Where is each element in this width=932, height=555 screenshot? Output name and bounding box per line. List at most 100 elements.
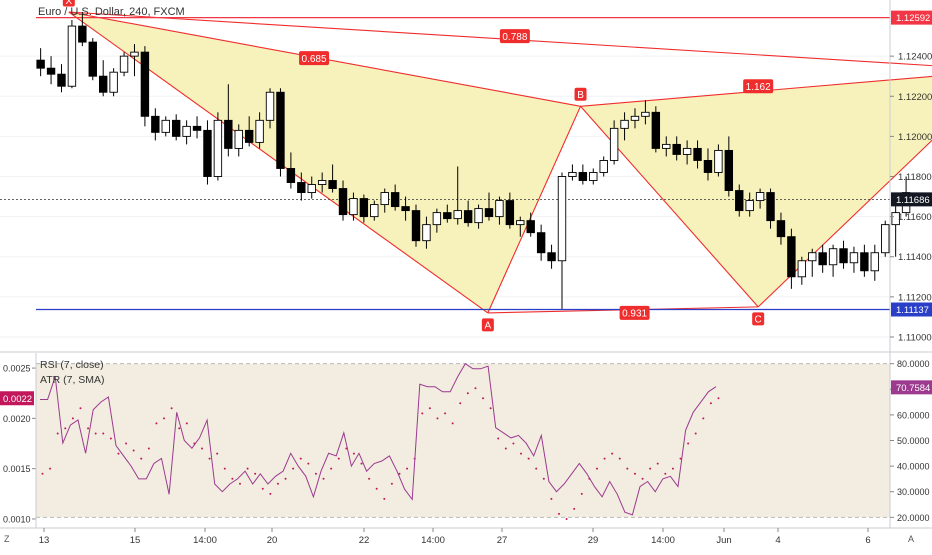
candle [808, 248, 817, 277]
candle-body [276, 91, 285, 169]
candle [609, 120, 619, 165]
zoom-reset-icon[interactable]: Z [4, 534, 10, 544]
atr-point [398, 472, 401, 475]
candle-body [870, 252, 880, 272]
pattern-point-b[interactable]: B [574, 87, 587, 101]
candle-body [724, 149, 734, 191]
candle [557, 172, 567, 309]
candle-body [265, 91, 275, 121]
pattern-point-a[interactable]: A [481, 318, 494, 332]
rsi-tick-label: 40.0000 [897, 462, 930, 472]
candle [443, 204, 452, 223]
atr-point [466, 392, 469, 395]
chart-title: Euro / U.S. Dollar, 240, FXCM [38, 6, 185, 18]
time-axis[interactable]: 13 15 14:00 20 22 14:00 27 29 14:00 Jun 4 6 [39, 528, 871, 546]
candle-body [881, 224, 890, 254]
ratio-label[interactable]: 0.788 [499, 29, 530, 44]
time-tick-label: 4 [775, 535, 780, 546]
pattern-point-label: B [577, 90, 584, 101]
atr-point [109, 437, 112, 440]
candle [338, 180, 348, 221]
price-tick-label: 1.12200 [898, 92, 932, 103]
atr-point [702, 417, 705, 420]
price-axis[interactable]: 1.12400 1.12200 1.12000 1.11800 1.11600 1.114… [890, 10, 932, 344]
atr-point [535, 467, 538, 470]
candle [234, 124, 243, 157]
time-tick-label: 14:00 [651, 535, 675, 546]
ratio-badge[interactable] [499, 29, 530, 44]
pattern-point-badge[interactable] [481, 318, 494, 332]
leg-xd[interactable] [68, 11, 932, 70]
atr-point [459, 402, 462, 405]
candle-body [130, 51, 139, 57]
atr-point [79, 407, 82, 410]
atr-point [641, 477, 644, 480]
pattern-point-badge[interactable] [62, 0, 75, 7]
auto-scale-icon[interactable]: A [908, 534, 914, 544]
atr-point [56, 432, 59, 435]
leg-bd[interactable] [580, 70, 932, 107]
candle-body [693, 147, 702, 161]
candle [349, 192, 358, 221]
pattern-point-badge[interactable] [574, 87, 587, 101]
current-price-tag[interactable]: 1.11686 [891, 192, 932, 207]
resistance-price-tag[interactable]: 1.12592 [891, 10, 932, 25]
pattern-triangle-bcd[interactable] [580, 70, 932, 307]
pattern-point-x[interactable]: X [62, 0, 75, 7]
atr-point [527, 457, 530, 460]
atr-point [125, 442, 128, 445]
candle [36, 48, 45, 77]
candle-body [98, 75, 108, 93]
ratio-label[interactable]: 0.931 [619, 305, 650, 320]
candle [505, 192, 515, 229]
atr-legend[interactable]: ATR (7, SMA) [40, 374, 105, 386]
rsi-value-tag[interactable]: 70.7584 [891, 380, 932, 395]
atr-point [542, 477, 545, 480]
candle-body [401, 206, 410, 212]
candle-body [651, 111, 661, 149]
rsi-legend[interactable]: RSI (7, close) [40, 359, 104, 371]
rsi-tick-label: 80.0000 [897, 359, 930, 369]
candle [693, 140, 702, 169]
candle-body [495, 200, 504, 218]
candle [390, 184, 400, 211]
candle-body [839, 248, 848, 264]
ratio-value: 0.788 [502, 32, 527, 43]
ratio-badge[interactable] [299, 51, 330, 66]
atr-point [41, 472, 44, 475]
ratio-label[interactable]: 0.685 [299, 51, 330, 66]
candle [213, 112, 223, 181]
candle [98, 60, 108, 97]
atr-value-tag[interactable]: 0.0022 [0, 391, 34, 406]
candle-body [67, 25, 77, 87]
candle-body [526, 220, 535, 234]
pattern-triangle-xab[interactable] [68, 12, 581, 313]
atr-point [322, 477, 325, 480]
candle-body [891, 212, 900, 226]
rsi-band [36, 363, 890, 518]
candle [526, 212, 535, 237]
ratio-badge[interactable] [619, 305, 650, 320]
ratio-badge[interactable] [743, 79, 774, 94]
candle-body [766, 192, 775, 222]
atr-point [375, 487, 378, 490]
atr-value-text: 0.0022 [3, 394, 32, 405]
candle-body [484, 208, 494, 218]
atr-point [223, 467, 226, 470]
time-tick-label: 15 [130, 535, 141, 546]
rsi-value-text: 70.7584 [896, 383, 930, 394]
atr-point [292, 467, 295, 470]
support-price-tag[interactable]: 1.11137 [891, 302, 932, 317]
candle-body [46, 67, 56, 75]
candle-body [443, 212, 452, 220]
ratio-label[interactable]: 1.162 [743, 79, 774, 94]
atr-point [406, 467, 409, 470]
pattern-point-badge[interactable] [752, 312, 765, 326]
pattern-point-c[interactable]: C [752, 312, 765, 326]
indicator-axis[interactable]: 80.000070.000060.000050.000040.000030.00… [890, 359, 932, 523]
leg-ab[interactable] [487, 106, 582, 314]
atr-point [573, 507, 576, 510]
